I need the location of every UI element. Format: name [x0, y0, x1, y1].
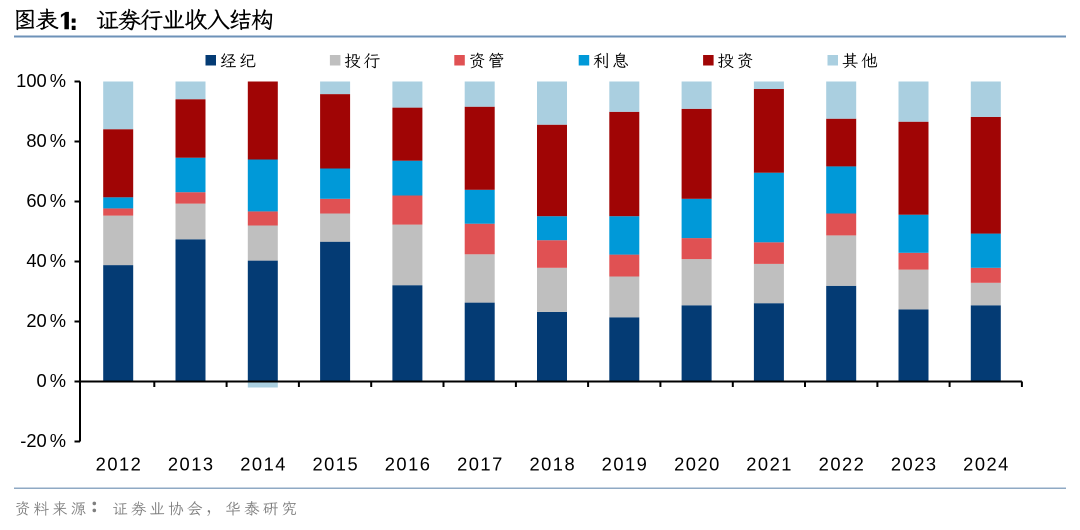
svg-text:2017: 2017: [457, 454, 504, 475]
svg-text:60 %: 60 %: [26, 190, 66, 211]
svg-text:2014: 2014: [240, 454, 287, 475]
svg-text:2021: 2021: [746, 454, 793, 475]
svg-text:20 %: 20 %: [26, 310, 66, 331]
svg-text:2023: 2023: [891, 454, 938, 475]
svg-text:2022: 2022: [819, 454, 866, 475]
svg-text:0 %: 0 %: [36, 370, 66, 391]
svg-text:2015: 2015: [312, 454, 359, 475]
svg-text:2016: 2016: [385, 454, 432, 475]
svg-text:2013: 2013: [168, 454, 215, 475]
svg-text:2018: 2018: [529, 454, 576, 475]
svg-text:2020: 2020: [674, 454, 721, 475]
svg-text:2024: 2024: [963, 454, 1010, 475]
svg-text:80 %: 80 %: [26, 130, 66, 151]
svg-text:40 %: 40 %: [26, 250, 66, 271]
svg-text:2019: 2019: [602, 454, 649, 475]
svg-text:100 %: 100 %: [16, 70, 66, 91]
svg-text:2012: 2012: [96, 454, 143, 475]
svg-text:-20 %: -20 %: [20, 430, 66, 451]
